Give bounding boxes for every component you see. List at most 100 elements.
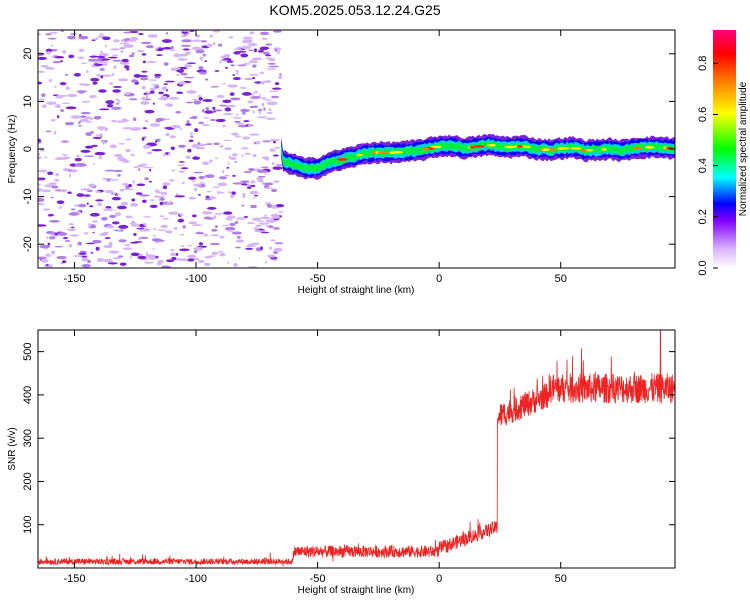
noise-speckle [248,167,255,172]
noise-speckle [109,214,117,218]
noise-speckle [94,63,103,66]
snr-y-axis-label: SNR (v/v) [7,427,18,470]
noise-speckle [171,169,176,172]
noise-speckle [170,67,178,72]
noise-speckle [98,89,107,93]
noise-speckle [186,90,197,94]
noise-speckle [138,236,142,241]
noise-speckle [217,251,224,253]
noise-speckle [150,199,155,202]
y-tick-label: 200 [22,472,34,490]
x-tick-label: -50 [310,273,326,285]
noise-speckle [263,182,274,186]
noise-speckle [191,115,198,120]
noise-speckle [191,39,202,42]
noise-speckle [215,225,218,228]
noise-speckle [243,120,250,123]
noise-speckle [81,255,88,258]
noise-speckle [114,98,119,101]
noise-speckle [159,201,164,206]
noise-speckles [38,30,285,268]
noise-speckle [201,211,213,215]
signal-hotspot [644,146,652,149]
noise-speckle [67,169,72,172]
noise-speckle [272,154,279,157]
noise-speckle [77,241,83,246]
noise-speckle [55,178,59,182]
noise-speckle [68,173,71,178]
noise-speckle [227,84,238,88]
noise-speckle [192,98,198,101]
noise-speckle [39,244,51,249]
noise-speckle [101,63,108,66]
noise-speckle [216,94,225,98]
noise-speckle [247,243,254,248]
noise-speckle [163,83,168,85]
noise-speckle [245,247,254,250]
noise-speckle [228,190,232,194]
noise-speckle [141,70,148,73]
noise-speckle [222,99,232,104]
noise-speckle [141,137,145,141]
noise-speckle [92,136,102,140]
noise-speckle [140,41,152,45]
noise-speckle [47,171,54,176]
noise-speckle [113,65,117,70]
noise-speckle [50,44,54,47]
noise-speckle [94,37,99,41]
noise-speckle [243,171,253,173]
noise-speckle [50,119,56,122]
noise-speckle [86,202,89,205]
noise-speckle [180,167,189,170]
noise-speckle [118,142,126,145]
y-tick-label: 400 [22,386,34,404]
noise-speckle [80,111,91,115]
noise-speckle [122,182,129,186]
noise-speckle [270,213,280,218]
noise-speckle [178,144,186,148]
noise-speckle [123,65,130,69]
noise-speckle [203,117,210,119]
noise-speckle [233,48,243,51]
colorbar-tick-label: 0.4 [697,158,709,173]
noise-speckle [274,146,280,149]
noise-speckle [161,265,172,268]
noise-speckle [271,87,282,90]
noise-speckle [145,254,156,259]
noise-speckle [85,132,92,137]
noise-speckle [68,243,73,248]
signal-hotspot [336,158,348,161]
colorbar-ticks: 0.0 0.2 0.4 0.6 0.8 [697,56,718,276]
noise-speckle [153,234,156,238]
noise-speckle [67,191,72,195]
noise-speckle [177,218,185,223]
noise-speckle [117,255,124,258]
noise-speckle [257,50,264,53]
noise-speckle [188,176,197,180]
noise-speckle [141,96,146,101]
noise-speckle [176,69,185,73]
noise-speckle [45,254,52,257]
noise-speckle [261,166,269,169]
noise-speckle [184,34,188,36]
signal-hotspot [524,145,531,149]
noise-speckle [131,198,136,202]
noise-speckle [222,169,225,174]
noise-speckle [104,44,108,48]
noise-speckle [68,54,75,59]
noise-speckle [115,102,120,105]
colorbar: 0.0 0.2 0.4 0.6 0.8 Normalized spectral ampl… [697,30,749,276]
noise-speckle [253,227,259,230]
noise-speckle [68,223,74,226]
noise-speckle [147,257,158,260]
noise-speckle [109,144,118,149]
noise-speckle [117,229,122,233]
noise-speckle [269,246,273,250]
noise-speckle [217,190,220,195]
noise-speckle [226,229,235,232]
noise-speckle [177,58,188,61]
noise-speckle [100,75,104,79]
noise-speckle [135,192,143,195]
noise-speckle [271,162,275,165]
noise-speckle [234,135,242,138]
